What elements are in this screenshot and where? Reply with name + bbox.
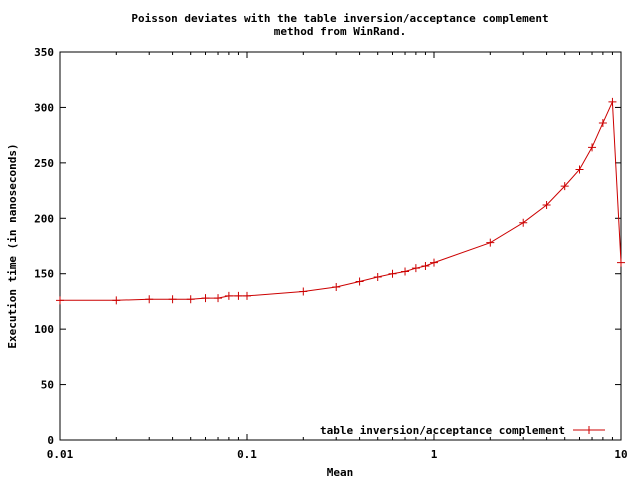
legend-entry-label: table inversion/acceptance complement bbox=[320, 424, 565, 437]
data-point-marker bbox=[486, 238, 495, 247]
data-point-marker bbox=[355, 277, 364, 286]
data-point-marker bbox=[421, 261, 430, 270]
data-point-marker bbox=[168, 295, 177, 304]
data-point-marker bbox=[608, 97, 617, 106]
x-tick-label: 0.01 bbox=[47, 448, 74, 461]
data-point-marker bbox=[332, 283, 341, 292]
data-point-marker bbox=[234, 291, 243, 300]
data-point-marker bbox=[186, 295, 195, 304]
legend-marker-sample bbox=[585, 426, 593, 434]
y-tick-label: 300 bbox=[34, 101, 54, 114]
plot-frame bbox=[59, 51, 622, 441]
data-point-marker bbox=[56, 296, 64, 305]
data-point-marker bbox=[588, 143, 597, 152]
data-point-marker bbox=[411, 264, 420, 273]
y-tick-label: 0 bbox=[47, 434, 54, 447]
y-axis-label: Execution time (in nanoseconds) bbox=[6, 143, 19, 348]
y-tick-label: 350 bbox=[34, 46, 54, 59]
data-point-marker bbox=[575, 165, 584, 174]
x-tick-label: 1 bbox=[431, 448, 438, 461]
x-axis: 0.01 0.1 1 10 bbox=[47, 52, 628, 461]
data-point-marker bbox=[519, 218, 528, 227]
y-tick-label: 50 bbox=[41, 379, 54, 392]
data-point-marker bbox=[145, 295, 154, 304]
data-point-marker bbox=[598, 118, 607, 127]
y-tick-label: 150 bbox=[34, 268, 54, 281]
chart-title-line-2: method from WinRand. bbox=[274, 25, 406, 38]
data-point-marker bbox=[401, 267, 410, 276]
y-tick-label: 100 bbox=[34, 323, 54, 336]
data-point-marker bbox=[388, 269, 397, 278]
data-point-marker bbox=[617, 258, 625, 267]
series-line bbox=[60, 101, 622, 301]
data-point-marker bbox=[560, 182, 569, 191]
y-axis: 0 50 100 150 200 250 300 350 bbox=[34, 46, 621, 447]
data-point-marker bbox=[112, 296, 121, 305]
x-tick-label: 10 bbox=[614, 448, 627, 461]
x-axis-label: Mean bbox=[327, 466, 354, 479]
series-layer bbox=[56, 97, 625, 305]
x-tick-label: 0.1 bbox=[237, 448, 257, 461]
data-point-marker bbox=[214, 294, 223, 303]
data-point-marker bbox=[542, 200, 551, 209]
y-tick-label: 200 bbox=[34, 212, 54, 225]
data-point-marker bbox=[224, 291, 233, 300]
data-point-marker bbox=[201, 294, 210, 303]
data-point-marker bbox=[243, 291, 251, 300]
chart-title-line-1: Poisson deviates with the table inversio… bbox=[131, 12, 548, 25]
data-point-marker bbox=[299, 287, 308, 296]
data-point-marker bbox=[430, 258, 438, 267]
y-tick-label: 250 bbox=[34, 157, 54, 170]
data-point-marker bbox=[373, 273, 382, 282]
legend: table inversion/acceptance complement bbox=[320, 424, 605, 437]
